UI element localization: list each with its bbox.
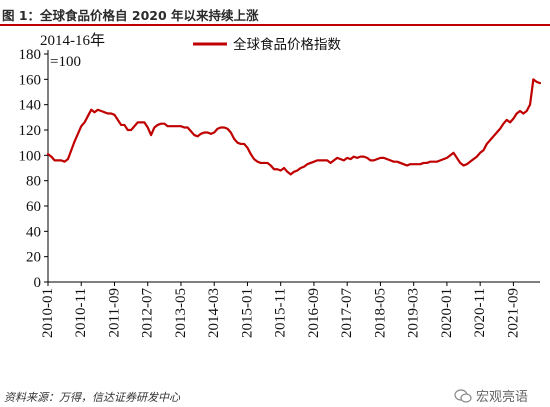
x-tick-label: 2017-07 [339, 288, 355, 338]
y-tick-label: 100 [19, 148, 42, 164]
wechat-icon [454, 388, 472, 403]
unit-label-line1: 2014-16年 [40, 32, 105, 49]
source-note: 资料来源：万得，信达证券研发中心 [4, 391, 180, 404]
y-tick-label: 0 [34, 275, 42, 291]
x-axis-ticks: 2010-01 2010-11 2011-09 2012-07 2013-05 2014-… [40, 282, 521, 338]
chart-axes [47, 50, 540, 283]
x-tick-label: 2015-01 [239, 288, 255, 338]
x-tick-label: 2011-09 [106, 288, 122, 337]
y-tick-label: 180 [19, 47, 42, 63]
x-tick-label: 2019-03 [406, 288, 422, 338]
x-tick-label: 2013-05 [173, 288, 189, 338]
y-axis-ticks: 0 20 40 60 80 100 120 140 160 180 [19, 47, 48, 291]
watermark-text: 宏观亮语 [476, 390, 529, 405]
y-tick-label: 120 [19, 123, 42, 139]
legend-label: 全球食品价格指数 [233, 36, 341, 53]
y-tick-label: 60 [26, 199, 41, 215]
x-tick-label: 2010-01 [40, 288, 56, 338]
y-tick-label: 20 [26, 250, 41, 266]
x-tick-label: 2016-09 [306, 288, 322, 338]
x-tick-label: 2010-11 [73, 288, 89, 337]
y-tick-label: 140 [19, 98, 42, 114]
x-tick-label: 2014-03 [206, 288, 222, 338]
x-tick-label: 2015-11 [273, 288, 289, 337]
unit-label-line2: =100 [50, 54, 81, 70]
x-tick-label: 2020-01 [439, 288, 455, 338]
x-tick-label: 2021-09 [505, 288, 521, 338]
chart-legend: 全球食品价格指数 [193, 36, 341, 53]
x-tick-label: 2020-11 [472, 288, 488, 337]
y-tick-label: 40 [26, 224, 41, 240]
series-line-food-price-index [46, 78, 542, 176]
x-tick-label: 2018-05 [372, 288, 388, 338]
y-tick-label: 80 [26, 174, 41, 190]
x-tick-label: 2012-07 [140, 288, 156, 338]
watermark: 宏观亮语 [454, 386, 528, 405]
y-tick-label: 160 [19, 72, 42, 88]
series-lines [46, 78, 542, 176]
title-divider [0, 24, 550, 26]
figure-title: 图 1：全球食品价格自 2020 年以来持续上涨 [2, 8, 259, 23]
